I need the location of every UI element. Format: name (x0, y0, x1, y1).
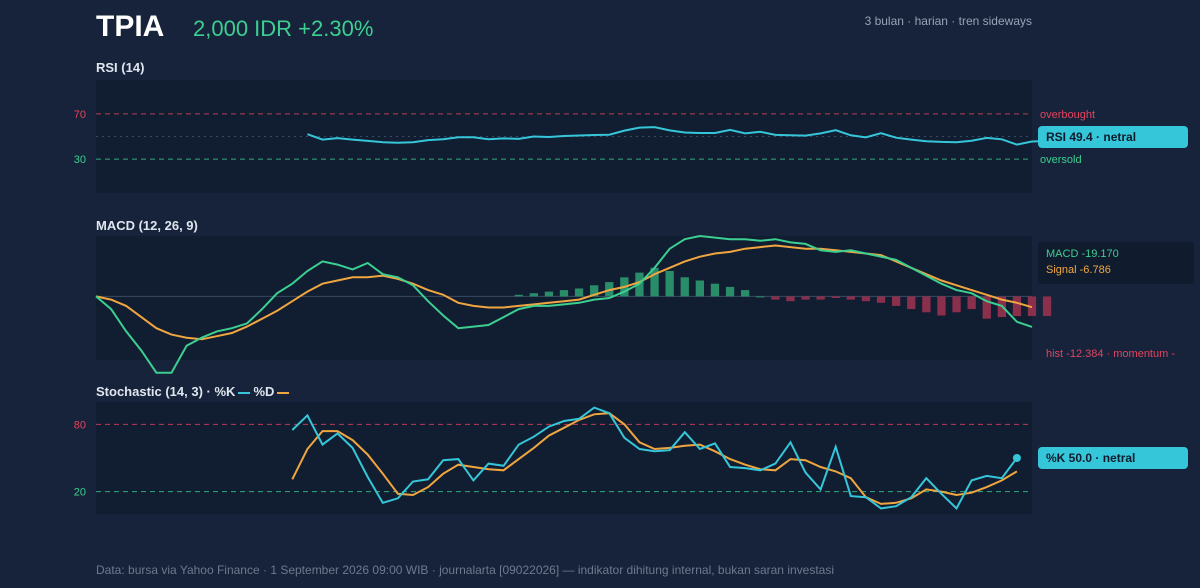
macd-legend-box: MACD -19.170 Signal -6.786 (1038, 242, 1194, 284)
stoch-d-line (291, 412, 1018, 505)
rsi-oversold-label: oversold (1040, 154, 1082, 166)
macd-histogram-bar (710, 283, 720, 297)
macd-histogram-bar (786, 296, 795, 302)
macd-histogram-bar (907, 296, 916, 310)
macd-histogram-bar (892, 296, 901, 306)
stoch-plot-area (96, 402, 1032, 514)
signal-value-label: Signal -6.786 (1046, 264, 1111, 276)
macd-histogram-bar (922, 296, 931, 313)
macd-histogram-bar (967, 296, 976, 310)
macd-value-label: MACD -19.170 (1046, 248, 1119, 260)
rsi-tick-70: 70 (74, 109, 86, 121)
macd-histogram-bar (680, 277, 689, 297)
macd-histogram-bar (725, 286, 735, 297)
macd-histogram-bar (952, 296, 961, 313)
macd-histogram-bar (665, 271, 674, 297)
rsi-line (307, 126, 1078, 146)
macd-histogram-bar (756, 296, 765, 298)
stoch-k-line (291, 406, 1018, 511)
stoch-tick-20: 20 (74, 487, 86, 499)
rsi-panel: 70 30 overbought oversold (74, 80, 1095, 193)
k-line-legend-swatch (238, 391, 251, 394)
rsi-tick-30: 30 (74, 154, 86, 166)
macd-panel-title: MACD (12, 26, 9) (96, 218, 198, 233)
ticker-symbol: TPIA (96, 10, 165, 43)
macd-histogram-bar (982, 296, 991, 319)
rsi-panel-title: RSI (14) (96, 60, 145, 75)
macd-histogram-bar (650, 267, 659, 297)
macd-histogram-bar (574, 288, 584, 297)
stoch-title-text: Stochastic (14, 3) · %K (96, 384, 236, 399)
macd-histogram-bar (937, 296, 946, 316)
macd-histogram-bar (831, 296, 840, 298)
macd-signal-line (95, 244, 1033, 341)
footer-source: Data: bursa via Yahoo Finance · 1 Septem… (96, 563, 834, 577)
stoch-panel-title: Stochastic (14, 3) · %K %D (96, 384, 292, 399)
macd-histogram-bar (559, 290, 569, 297)
rsi-value-badge: RSI 49.4 · netral (1038, 126, 1188, 148)
price-change: 2,000 IDR +2.30% (193, 16, 374, 41)
macd-histogram-bar (876, 296, 886, 303)
macd-histogram-bar (846, 296, 855, 300)
macd-histogram-bar (861, 296, 871, 302)
macd-histogram-bar (771, 296, 780, 300)
stoch-value-badge: %K 50.0 · netral (1038, 447, 1188, 469)
macd-histogram-bar (816, 296, 825, 300)
macd-histogram-bar (1042, 296, 1052, 317)
d-line-legend-swatch (277, 391, 290, 394)
macd-histogram-bar (695, 280, 704, 297)
d-label: %D (253, 384, 275, 399)
macd-histogram-bar (1012, 296, 1022, 317)
macd-line (95, 234, 1033, 374)
macd-panel (95, 234, 1052, 374)
macd-histogram-bar (590, 285, 599, 297)
hist-value-label: hist -12.384 · momentum - (1046, 348, 1175, 360)
macd-histogram-bar (514, 294, 523, 297)
stoch-last-point (1012, 454, 1021, 462)
macd-histogram-bar (529, 293, 538, 297)
stoch-tick-80: 80 (74, 419, 86, 431)
macd-histogram-bar (741, 290, 750, 297)
macd-histogram-bar (801, 296, 810, 300)
stoch-panel: 80 20 (74, 402, 1032, 514)
macd-histogram-bar (544, 291, 554, 297)
rsi-overbought-label: overbought (1040, 109, 1095, 121)
macd-plot-area (96, 236, 1032, 360)
chart-meta: 3 bulan · harian · tren sideways (864, 14, 1032, 28)
